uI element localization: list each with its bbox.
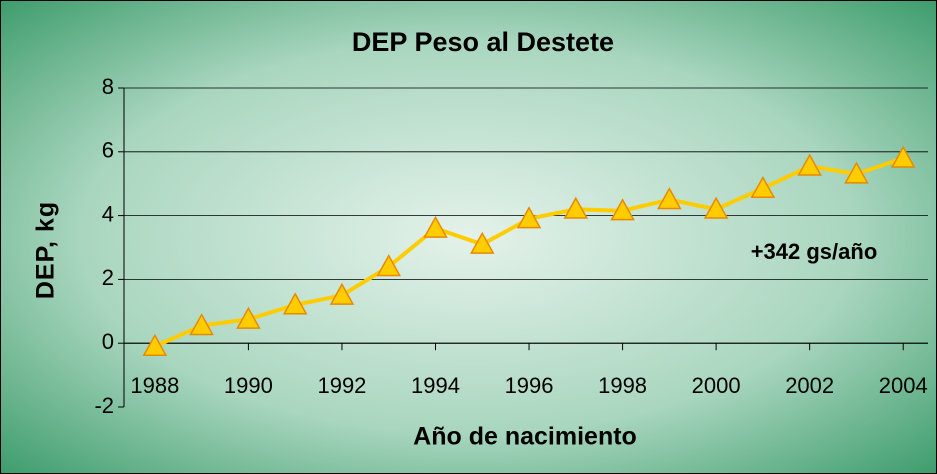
x-tick-label: 2004 bbox=[879, 373, 928, 398]
x-tick-label: 1992 bbox=[317, 373, 366, 398]
chart-title: DEP Peso al Destete bbox=[352, 27, 614, 57]
data-point bbox=[282, 292, 308, 315]
x-tick-label: 2000 bbox=[692, 373, 741, 398]
data-point bbox=[142, 333, 168, 356]
y-axis-label: DEP, kg bbox=[32, 201, 60, 299]
data-point bbox=[329, 282, 355, 305]
data-point bbox=[610, 198, 635, 221]
data-point bbox=[563, 196, 589, 219]
x-tick-label: 1994 bbox=[411, 373, 460, 398]
y-tick-label: 6 bbox=[102, 138, 114, 163]
y-tick-label: 2 bbox=[102, 265, 114, 290]
x-tick-label: 1998 bbox=[598, 373, 647, 398]
x-tick-label: 2002 bbox=[785, 373, 834, 398]
data-point bbox=[469, 231, 495, 254]
annotation: +342 gs/año bbox=[751, 239, 878, 264]
data-point bbox=[516, 206, 542, 229]
data-point bbox=[844, 161, 869, 184]
data-point bbox=[797, 153, 822, 176]
x-tick-label: 1996 bbox=[505, 373, 554, 398]
y-tick-label: 4 bbox=[102, 201, 114, 226]
data-point bbox=[890, 145, 916, 168]
x-tick-label: 1990 bbox=[224, 373, 273, 398]
y-tick-label: -2 bbox=[94, 393, 114, 418]
x-axis-label: Año de nacimiento bbox=[413, 423, 637, 451]
data-point bbox=[236, 306, 261, 329]
y-tick-label: 8 bbox=[102, 74, 114, 99]
data-point bbox=[703, 196, 729, 219]
x-tick-label: 1988 bbox=[130, 373, 179, 398]
y-tick-label: 0 bbox=[102, 329, 114, 354]
data-point bbox=[750, 175, 776, 199]
data-point bbox=[376, 254, 402, 277]
data-point bbox=[657, 187, 682, 210]
data-point bbox=[423, 215, 448, 238]
data-point bbox=[189, 313, 214, 336]
